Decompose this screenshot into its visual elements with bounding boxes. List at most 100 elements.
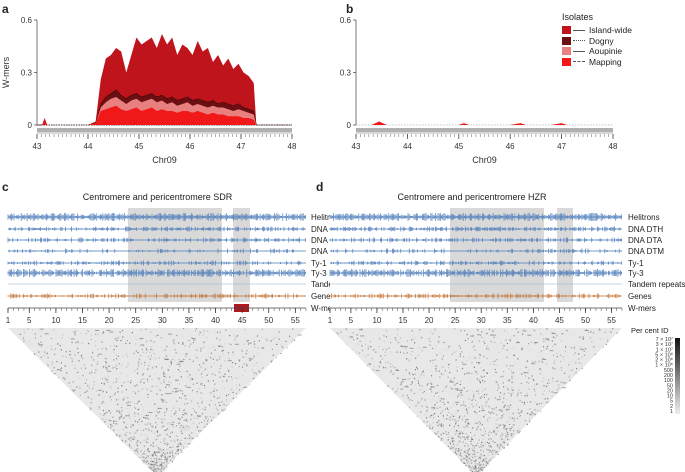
- heatmap-cell: [247, 339, 249, 342]
- heatmap-cell: [455, 412, 457, 415]
- heatmap-cell: [482, 416, 485, 418]
- heatmap-cell: [119, 435, 121, 437]
- heatmap-cell: [256, 335, 259, 337]
- heatmap-cell: [127, 402, 129, 405]
- heatmap-cell: [477, 390, 480, 392]
- heatmap-cell: [454, 423, 456, 425]
- heatmap-cell: [506, 349, 508, 351]
- heatmap-cell: [409, 354, 412, 356]
- heatmap-cell: [161, 394, 163, 396]
- heatmap-cell: [126, 407, 128, 409]
- heatmap-cell: [51, 370, 53, 372]
- heatmap-cell: [447, 376, 449, 378]
- heatmap-cell: [236, 387, 238, 389]
- heatmap-cell: [254, 346, 256, 348]
- heatmap-cell: [154, 433, 157, 435]
- heatmap-cell: [587, 331, 590, 334]
- heatmap-cell: [160, 398, 162, 400]
- heatmap-cell: [154, 410, 156, 413]
- heatmap-cell: [213, 362, 215, 365]
- heatmap-cell: [202, 342, 205, 344]
- heatmap-cell: [73, 331, 75, 333]
- heatmap-cell: [421, 371, 423, 373]
- heatmap-cell: [164, 466, 166, 468]
- heatmap-cell: [514, 363, 516, 365]
- heatmap-cell: [126, 404, 131, 406]
- heatmap-cell: [418, 347, 420, 349]
- heatmap-cell: [214, 331, 216, 333]
- panel-d-title: Centromere and pericentromere HZR: [397, 192, 547, 202]
- heatmap-cell: [178, 422, 180, 424]
- heatmap-cell: [192, 378, 194, 381]
- heatmap-cell: [463, 401, 465, 403]
- heatmap-cell: [432, 422, 434, 424]
- heatmap-cell: [84, 358, 86, 360]
- heatmap-cell: [243, 386, 248, 388]
- heatmap-cell: [19, 333, 21, 336]
- heatmap-cell: [479, 468, 481, 470]
- heatmap-cell: [506, 421, 508, 423]
- heatmap-cell: [478, 421, 480, 423]
- heatmap-cell: [511, 417, 514, 419]
- heatmap-cell: [172, 456, 174, 458]
- heatmap-cell: [458, 345, 461, 347]
- heatmap-cell: [87, 396, 89, 398]
- heatmap-cell: [105, 364, 107, 366]
- heatmap-cell: [182, 342, 184, 344]
- heatmap-cell: [150, 425, 153, 427]
- heatmap-cell: [75, 370, 78, 372]
- heatmap-cell: [138, 345, 141, 347]
- heatmap-cell: [542, 357, 544, 359]
- heatmap-cell: [563, 358, 565, 360]
- heatmap-cell: [139, 389, 141, 391]
- heatmap-cell: [104, 354, 106, 356]
- heatmap-cell: [498, 352, 500, 354]
- heatmap-cell: [138, 456, 140, 458]
- heatmap-cell: [29, 343, 31, 345]
- heatmap-cell: [500, 417, 503, 419]
- heatmap-cell: [486, 448, 488, 451]
- heatmap-cell: [168, 393, 171, 395]
- x-tick-label: 43: [33, 142, 42, 151]
- heatmap-cell: [440, 373, 443, 375]
- heatmap-cell: [146, 349, 148, 351]
- heatmap-cell: [157, 407, 162, 409]
- heatmap-cell: [134, 370, 136, 372]
- heatmap-cell: [512, 354, 515, 356]
- heatmap-cell: [94, 371, 96, 374]
- heatmap-cell: [145, 328, 147, 330]
- ruler-tick-label: 20: [425, 316, 434, 325]
- heatmap-cell: [63, 377, 66, 379]
- heatmap-cell: [238, 360, 241, 362]
- heatmap-cell: [137, 364, 139, 366]
- heatmap-cell: [180, 353, 182, 355]
- heatmap-cell: [98, 413, 100, 416]
- heatmap-cell: [204, 368, 206, 371]
- track-label-4: Ty-1: [628, 259, 644, 268]
- heatmap-cell: [187, 426, 190, 428]
- heatmap-cell: [421, 385, 423, 387]
- heatmap-cell: [488, 438, 490, 441]
- heatmap-cell: [207, 418, 210, 420]
- heatmap-cell: [148, 466, 150, 468]
- heatmap-cell: [297, 334, 302, 336]
- heatmap-cell: [484, 393, 486, 395]
- heatmap-cell: [153, 460, 156, 462]
- heatmap-cell: [219, 367, 221, 370]
- heatmap-cell: [214, 374, 216, 376]
- y-tick-label: 0: [28, 121, 33, 130]
- heatmap-cell: [448, 424, 451, 426]
- heatmap-cell: [37, 342, 40, 345]
- heatmap-cell: [194, 354, 196, 356]
- heatmap-cell: [146, 410, 148, 413]
- heatmap-cell: [437, 340, 439, 342]
- heatmap-cell: [112, 420, 115, 422]
- heatmap-cell: [458, 417, 460, 419]
- heatmap-cell: [149, 464, 151, 466]
- heatmap-cell: [232, 354, 234, 356]
- heatmap-cell: [156, 456, 158, 458]
- heatmap-cell: [170, 360, 172, 363]
- heatmap-cell: [160, 420, 162, 422]
- heatmap-cell: [503, 393, 506, 395]
- heatmap-cell: [135, 449, 137, 451]
